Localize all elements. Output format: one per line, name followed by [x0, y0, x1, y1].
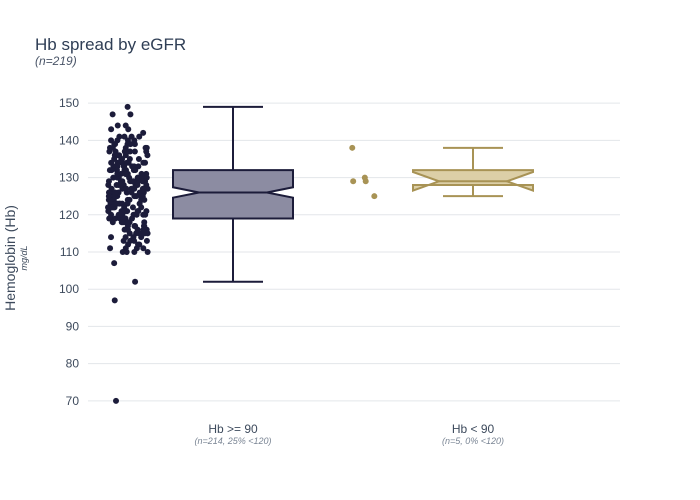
data-point [129, 204, 136, 211]
data-point [350, 178, 357, 185]
data-point [349, 144, 356, 151]
series-layer [105, 103, 534, 404]
data-point [112, 189, 119, 196]
data-point [107, 245, 114, 252]
data-point [140, 129, 147, 136]
data-point [124, 103, 131, 110]
data-point [108, 234, 115, 241]
x-category-note: (n=214, 25% <120) [194, 436, 271, 446]
data-point [117, 211, 124, 218]
data-point [134, 226, 141, 233]
data-point [128, 178, 135, 185]
data-point [131, 237, 138, 244]
data-point [138, 204, 145, 211]
data-point [118, 219, 125, 226]
y-tick-label: 150 [59, 96, 79, 110]
data-point [130, 167, 137, 174]
x-category-note: (n=5, 0% <120) [442, 436, 504, 446]
y-axis-unit: mg/dL [19, 245, 29, 270]
data-point [111, 297, 118, 304]
data-point [116, 200, 123, 207]
data-point [140, 245, 147, 252]
data-point [109, 111, 116, 118]
data-point [140, 159, 147, 166]
data-point [362, 178, 369, 185]
data-point [144, 152, 151, 159]
series-0 [105, 103, 294, 404]
y-tick-label: 90 [66, 319, 80, 333]
data-point [111, 260, 118, 267]
data-point [131, 185, 138, 192]
data-point [108, 126, 115, 133]
data-point [131, 141, 138, 148]
data-point [135, 155, 142, 162]
series-1 [349, 144, 534, 200]
data-point [144, 230, 151, 237]
y-axis-label: Hemoglobin (Hb) [2, 205, 18, 311]
x-category-label: Hb < 90 [452, 422, 495, 436]
y-tick-label: 120 [59, 208, 79, 222]
data-point [112, 200, 119, 207]
y-tick-label: 80 [66, 357, 80, 371]
data-point [371, 193, 378, 200]
data-point [114, 170, 121, 177]
data-point [125, 159, 132, 166]
data-point [106, 215, 113, 222]
chart-subtitle: (n=219) [35, 54, 77, 68]
data-point [122, 152, 129, 159]
data-point [109, 219, 116, 226]
data-point [138, 234, 145, 241]
data-point [105, 193, 112, 200]
data-point [110, 174, 117, 181]
data-point [113, 397, 120, 404]
data-point [120, 163, 127, 170]
data-point [106, 148, 113, 155]
box-body [172, 169, 294, 220]
data-point [123, 208, 130, 215]
x-category-label: Hb >= 90 [208, 422, 258, 436]
data-point [143, 208, 150, 215]
data-point [144, 185, 151, 192]
data-point [141, 196, 148, 203]
data-point [122, 170, 129, 177]
y-tick-label: 140 [59, 133, 79, 147]
y-tick-label: 100 [59, 282, 79, 296]
y-axis-ticks: 70 80 90 100 110 120 130 140 150 [59, 96, 79, 408]
y-tick-label: 70 [66, 394, 80, 408]
data-point [126, 230, 133, 237]
chart-title: Hb spread by eGFR [35, 35, 186, 54]
data-point [139, 178, 146, 185]
data-point [117, 182, 124, 189]
x-axis-labels: Hb >= 90(n=214, 25% <120) Hb < 90(n=5, 0%… [194, 422, 504, 446]
data-point [136, 133, 143, 140]
data-point [127, 111, 134, 118]
data-point [106, 167, 113, 174]
data-point [143, 237, 150, 244]
data-point [131, 148, 138, 155]
data-point [127, 148, 134, 155]
data-point [123, 249, 130, 255]
data-point [114, 122, 121, 129]
data-point [132, 278, 139, 285]
y-tick-label: 110 [60, 245, 79, 259]
data-point [125, 126, 132, 133]
data-point [131, 193, 138, 200]
y-tick-label: 130 [59, 171, 79, 185]
data-point [131, 249, 138, 255]
data-point [123, 189, 130, 196]
data-point [144, 249, 151, 255]
data-point [120, 237, 127, 244]
